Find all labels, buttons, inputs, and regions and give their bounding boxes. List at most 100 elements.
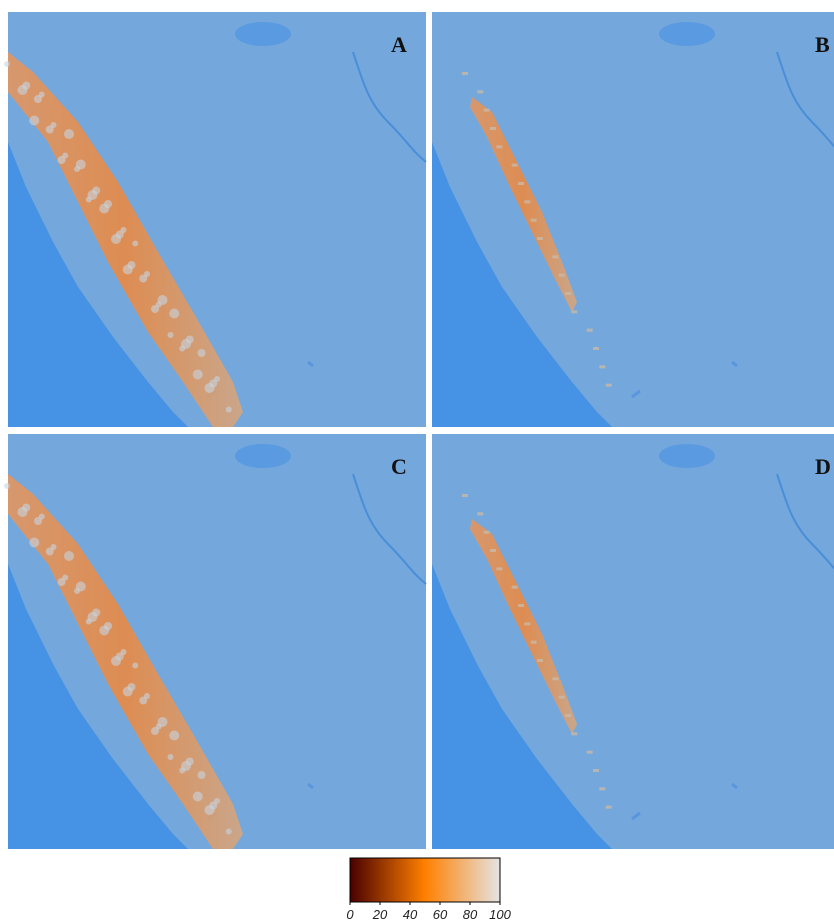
zone-patch xyxy=(58,156,66,164)
figure: A B C D 0 20 40 60 80 100 xyxy=(0,0,834,924)
zone-patch xyxy=(193,792,203,802)
zone-patch xyxy=(484,109,490,112)
colorbar-tick-label: 0 xyxy=(346,907,354,922)
zone-patch xyxy=(86,197,92,203)
zone-patch xyxy=(512,164,518,167)
zone-patch xyxy=(518,182,524,185)
zone-patch xyxy=(86,619,92,625)
zone-patch xyxy=(496,145,502,148)
zone-patch xyxy=(490,127,496,130)
zone-patch xyxy=(139,697,147,705)
panel-label: C xyxy=(391,454,407,479)
zone-patch xyxy=(29,538,39,548)
zone-patch xyxy=(477,512,483,515)
zone-patch xyxy=(599,787,605,790)
zone-patch xyxy=(179,346,185,352)
zone-patch xyxy=(99,204,109,214)
zone-patch xyxy=(587,329,593,332)
zone-patch xyxy=(496,567,502,570)
colorbar-tick-label: 60 xyxy=(433,907,448,922)
zone-patch xyxy=(64,551,74,561)
panel-label: A xyxy=(391,32,407,57)
zone-patch xyxy=(606,384,612,387)
panel-label: B xyxy=(815,32,830,57)
zone-patch xyxy=(205,383,215,393)
lake xyxy=(235,444,291,468)
zone-patch xyxy=(139,275,147,283)
colorbar xyxy=(350,858,500,902)
zone-patch xyxy=(537,237,543,240)
map-panel: C xyxy=(4,434,426,849)
map-panel: A xyxy=(4,12,426,427)
zone-patch xyxy=(58,578,66,586)
zone-patch xyxy=(524,200,530,203)
zone-patch xyxy=(46,126,54,134)
zone-patch xyxy=(571,310,577,313)
zone-patch xyxy=(531,641,537,644)
lake xyxy=(235,22,291,46)
zone-patch xyxy=(531,219,537,222)
lake xyxy=(659,444,715,468)
zone-patch xyxy=(226,829,232,835)
zone-patch xyxy=(151,305,159,313)
map-panel: D xyxy=(432,434,834,849)
zone-patch xyxy=(111,656,121,666)
zone-patch xyxy=(552,677,558,680)
zone-patch xyxy=(462,494,468,497)
zone-patch xyxy=(559,696,565,699)
zone-patch xyxy=(599,365,605,368)
zone-patch xyxy=(74,588,80,594)
zone-patch xyxy=(123,265,133,275)
lake xyxy=(659,22,715,46)
zone-patch xyxy=(179,768,185,774)
zone-patch xyxy=(565,714,571,717)
zone-patch xyxy=(151,727,159,735)
zone-patch xyxy=(518,604,524,607)
zone-patch xyxy=(46,548,54,556)
zone-patch xyxy=(593,769,599,772)
zone-patch xyxy=(593,347,599,350)
panel-label: D xyxy=(815,454,831,479)
colorbar-tick-label: 80 xyxy=(463,907,478,922)
zone-patch xyxy=(198,349,206,357)
zone-patch xyxy=(74,166,80,172)
zone-patch xyxy=(111,234,121,244)
zone-patch xyxy=(168,332,174,338)
zone-patch xyxy=(169,309,179,319)
zone-patch xyxy=(490,549,496,552)
zone-patch xyxy=(29,116,39,126)
zone-patch xyxy=(99,626,109,636)
zone-patch xyxy=(462,72,468,75)
zone-patch xyxy=(477,90,483,93)
zone-patch xyxy=(559,274,565,277)
zone-patch xyxy=(123,687,133,697)
zone-patch xyxy=(565,292,571,295)
zone-patch xyxy=(537,659,543,662)
zone-patch xyxy=(132,241,138,247)
zone-patch xyxy=(226,407,232,413)
zone-patch xyxy=(4,61,10,67)
zone-patch xyxy=(524,622,530,625)
zone-patch xyxy=(34,517,42,525)
zone-patch xyxy=(169,731,179,741)
zone-patch xyxy=(587,751,593,754)
zone-patch xyxy=(4,483,10,489)
zone-patch xyxy=(552,255,558,258)
colorbar-tick-label: 40 xyxy=(403,907,418,922)
zone-patch xyxy=(606,806,612,809)
colorbar-tick-label: 20 xyxy=(372,907,388,922)
zone-patch xyxy=(18,85,28,95)
zone-patch xyxy=(198,771,206,779)
map-panel: B xyxy=(432,12,834,427)
zone-patch xyxy=(34,95,42,103)
zone-patch xyxy=(132,663,138,669)
zone-patch xyxy=(193,370,203,380)
zone-patch xyxy=(512,586,518,589)
zone-patch xyxy=(571,732,577,735)
zone-patch xyxy=(168,754,174,760)
zone-patch xyxy=(64,129,74,139)
zone-patch xyxy=(18,507,28,517)
zone-patch xyxy=(484,531,490,534)
colorbar-tick-label: 100 xyxy=(489,907,511,922)
zone-patch xyxy=(205,805,215,815)
